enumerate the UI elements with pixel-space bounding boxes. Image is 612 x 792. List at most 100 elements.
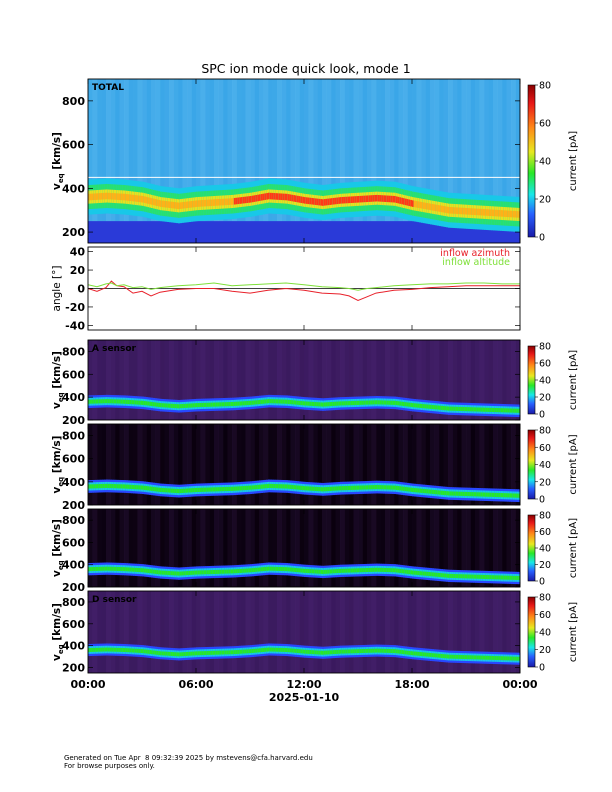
beam-cell: [505, 656, 508, 661]
beam-cell: [100, 647, 103, 652]
spectrogram-streak: [448, 340, 453, 420]
beam-cell: [100, 193, 103, 200]
spectrogram-streak: [106, 424, 111, 505]
spectrogram-streak: [304, 424, 309, 505]
beam-cell: [237, 649, 240, 654]
beam-cell: [253, 195, 256, 202]
beam-cell: [448, 573, 451, 578]
spectrogram-streak: [169, 424, 174, 505]
beam-cell: [296, 568, 299, 573]
spectrogram-streak: [88, 509, 93, 587]
beam-cell: [415, 570, 418, 575]
beam-cell: [271, 647, 274, 652]
beam-cell: [440, 573, 443, 578]
beam-cell: [410, 487, 413, 492]
beam-cell: [196, 570, 199, 575]
spectrogram-streak: [452, 424, 458, 505]
beam-cell: [134, 400, 137, 405]
beam-cell: [201, 487, 204, 492]
spectrogram-streak: [461, 424, 467, 505]
beam-cell: [237, 486, 240, 491]
beam-cell: [385, 485, 388, 490]
beam-cell: [104, 566, 107, 571]
beam-cell: [284, 193, 287, 201]
beam-cell: [304, 197, 307, 204]
beam-cell: [413, 403, 416, 408]
beam-cell: [430, 652, 433, 657]
beam-cell: [257, 194, 260, 202]
beam-cell: [102, 192, 105, 200]
beam-cell: [428, 572, 431, 577]
spectrogram-streak: [290, 509, 296, 587]
beam-cell: [296, 400, 299, 405]
beam-cell: [260, 194, 263, 201]
beam-cell: [489, 407, 492, 412]
beam-cell: [509, 656, 512, 661]
beam-cell: [214, 402, 217, 407]
beam-cell: [358, 400, 361, 405]
beam-cell: [518, 656, 521, 661]
spectrogram-streak: [506, 591, 512, 673]
beam-cell: [365, 400, 368, 405]
beam-cell: [313, 198, 316, 205]
spectrogram-streak: [119, 79, 125, 243]
beam-cell: [455, 406, 458, 411]
beam-cell: [246, 568, 249, 573]
beam-cell: [457, 574, 460, 579]
beam-cell: [305, 197, 308, 204]
beam-cell: [255, 195, 258, 202]
beam-cell: [502, 493, 505, 498]
beam-cell: [426, 489, 429, 494]
beam-cell: [496, 656, 499, 661]
beam-cell: [413, 651, 416, 656]
spectrogram-streak: [164, 591, 170, 673]
beam-cell: [435, 490, 438, 495]
beam-cell: [500, 656, 503, 661]
spectrogram-streak: [389, 340, 395, 420]
beam-cell: [167, 201, 170, 208]
y-tick-label: 40: [70, 246, 86, 259]
beam-cell: [347, 401, 350, 406]
beam-cell: [323, 199, 326, 206]
beam-cell: [304, 649, 307, 654]
beam-cell: [253, 648, 256, 653]
beam-cell: [394, 195, 397, 203]
beam-cell: [298, 568, 301, 573]
beam-cell: [219, 569, 222, 574]
beam-cell: [343, 486, 346, 491]
spectrogram-streak: [232, 340, 237, 420]
beam-cell: [448, 206, 451, 214]
beam-cell: [313, 569, 316, 574]
beam-cell: [458, 574, 461, 579]
beam-cell: [129, 484, 132, 489]
spectrogram-streak: [187, 424, 192, 505]
beam-cell: [239, 401, 242, 406]
beam-cell: [174, 571, 177, 576]
beam-cell: [370, 648, 373, 653]
beam-cell: [262, 484, 265, 489]
beam-cell: [412, 570, 415, 575]
spectrogram-streak: [182, 424, 188, 505]
colorbar-tick-label: 40: [539, 544, 551, 555]
beam-cell: [460, 207, 463, 215]
beam-cell: [397, 649, 400, 654]
beam-cell: [421, 571, 424, 576]
beam-cell: [278, 399, 281, 404]
beam-cell: [224, 198, 227, 206]
beam-cell: [143, 401, 146, 406]
spectrogram-streak: [479, 424, 485, 505]
beam-cell: [437, 572, 440, 577]
y-axis-label: veq [km/s]: [51, 132, 65, 190]
beam-cell: [343, 568, 346, 573]
beam-cell: [124, 193, 127, 201]
beam-cell: [91, 484, 94, 489]
beam-cell: [359, 400, 362, 405]
beam-cell: [235, 197, 238, 205]
spectrogram-streak: [340, 424, 345, 505]
spectrogram-streak: [443, 591, 449, 673]
beam-cell: [151, 198, 154, 205]
beam-cell: [147, 486, 150, 491]
beam-cell: [390, 649, 393, 653]
beam-cell: [482, 574, 485, 579]
